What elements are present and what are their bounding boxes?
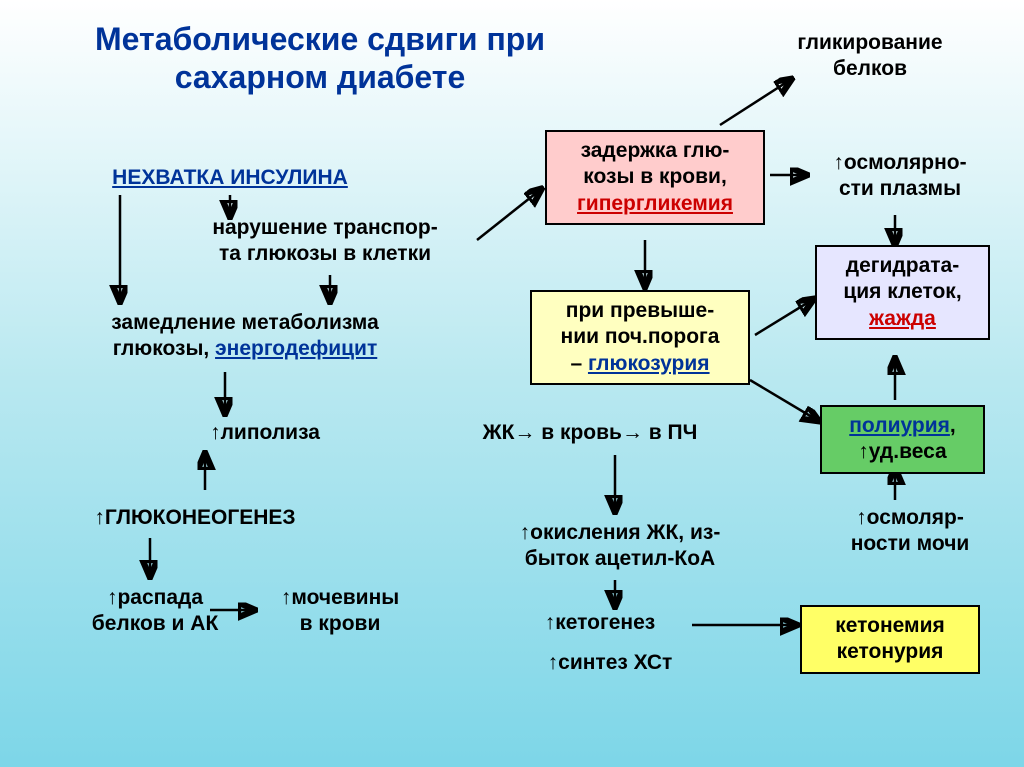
node-ketogen: ↑кетогенез — [510, 610, 690, 636]
node-transport: нарушение транспор-та глюкозы в клетки — [170, 215, 480, 268]
node-fatty: ЖК→ в кровь→ в ПЧ — [440, 420, 740, 446]
node-lipolysis: ↑липолиза — [180, 420, 350, 446]
node-urea: ↑мочевиныв крови — [260, 585, 420, 638]
diagram-title: Метаболические сдвиги при сахарном диабе… — [90, 20, 550, 97]
node-oxid: ↑окисления ЖК, из-быток ацетил-КоА — [480, 520, 760, 573]
node-dehydr: дегидрата-ция клеток,жажда — [815, 245, 990, 340]
node-glycation: гликированиебелков — [760, 30, 980, 83]
node-ketonemia: кетонемиякетонурия — [800, 605, 980, 674]
node-osmourine: ↑осмоляр-ности мочи — [820, 505, 1000, 558]
node-glucosuria: при превыше-нии поч.порога– глюкозурия — [530, 290, 750, 385]
node-metabolism: замедление метаболизмаглюкозы, энергодеф… — [60, 310, 430, 363]
node-osmoplasma: ↑осмолярно-сти плазмы — [800, 150, 1000, 203]
node-hyperglyc: задержка глю-козы в крови,гипергликемия — [545, 130, 765, 225]
node-polyuria: полиурия,↑уд.веса — [820, 405, 985, 474]
node-insulin: НЕХВАТКА ИНСУЛИНА — [80, 165, 380, 191]
node-chol: ↑синтез ХСт — [510, 650, 710, 676]
node-gluconeo: ↑ГЛЮКОНЕОГЕНЕЗ — [60, 505, 330, 531]
node-protein: ↑распадабелков и АК — [70, 585, 240, 638]
